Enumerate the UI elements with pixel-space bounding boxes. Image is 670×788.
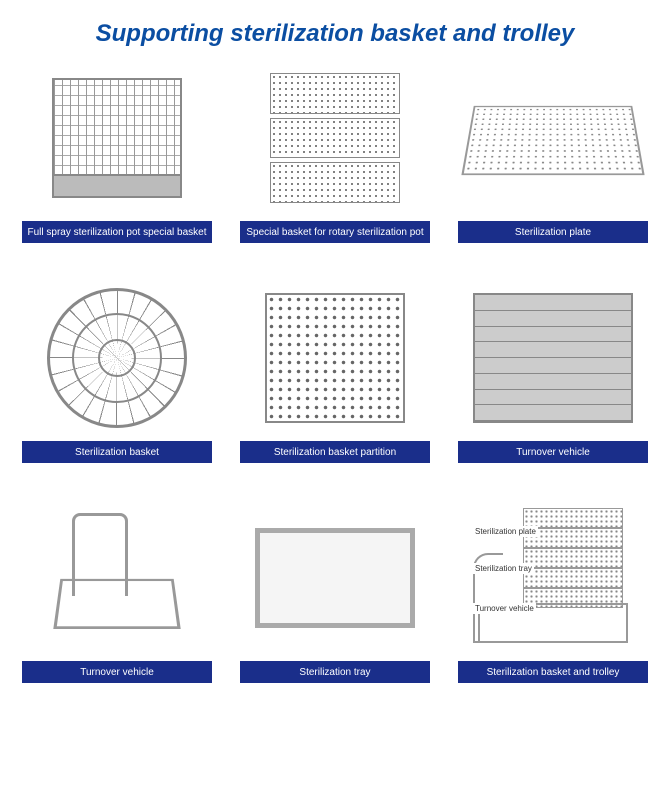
callout-label: Sterilization plate xyxy=(473,526,538,537)
product-image xyxy=(240,283,430,433)
product-label: Sterilization tray xyxy=(240,661,430,683)
product-label: Special basket for rotary sterilization … xyxy=(240,221,430,243)
product-image xyxy=(458,283,648,433)
product-image xyxy=(22,283,212,433)
product-image xyxy=(240,63,430,213)
product-grid: Full spray sterilization pot special bas… xyxy=(0,63,670,701)
product-card: Sterilization basket partition xyxy=(236,283,434,463)
product-image xyxy=(22,63,212,213)
product-card: Sterilization plate Sterilization tray T… xyxy=(454,503,652,683)
product-label: Sterilization basket xyxy=(22,441,212,463)
callout-label: Turnover vehicle xyxy=(473,603,536,614)
product-card: Sterilization plate xyxy=(454,63,652,243)
product-label: Full spray sterilization pot special bas… xyxy=(22,221,212,243)
product-label: Turnover vehicle xyxy=(458,441,648,463)
callout-label: Sterilization tray xyxy=(473,563,534,574)
product-card: Sterilization basket xyxy=(18,283,216,463)
product-card: Full spray sterilization pot special bas… xyxy=(18,63,216,243)
product-card: Sterilization tray xyxy=(236,503,434,683)
product-label: Sterilization plate xyxy=(458,221,648,243)
product-label: Sterilization basket partition xyxy=(240,441,430,463)
product-card: Special basket for rotary sterilization … xyxy=(236,63,434,243)
product-image: Sterilization plate Sterilization tray T… xyxy=(458,503,648,653)
product-card: Turnover vehicle xyxy=(18,503,216,683)
product-image xyxy=(240,503,430,653)
product-image xyxy=(22,503,212,653)
page-title: Supporting sterilization basket and trol… xyxy=(0,0,670,63)
product-image xyxy=(458,63,648,213)
product-card: Turnover vehicle xyxy=(454,283,652,463)
product-label: Turnover vehicle xyxy=(22,661,212,683)
product-label: Sterilization basket and trolley xyxy=(458,661,648,683)
